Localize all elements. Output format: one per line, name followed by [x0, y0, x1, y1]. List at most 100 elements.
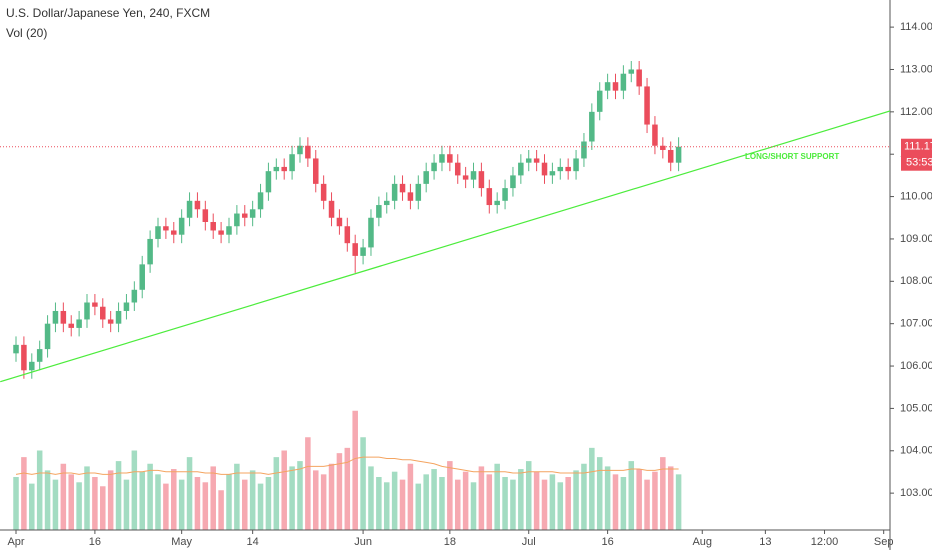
candle-body [115, 310, 122, 324]
volume-bar [21, 457, 27, 530]
volume-bar [92, 477, 98, 530]
candle-body [423, 171, 429, 184]
x-tick-label: Sep [874, 536, 894, 548]
candle-body [107, 319, 114, 324]
candle-body [439, 154, 445, 163]
volume-bar [147, 463, 153, 530]
volume-bar [226, 474, 232, 530]
y-tick-label: 106.000 [900, 360, 932, 372]
candle-body [242, 213, 248, 218]
volume-bar [297, 461, 303, 530]
volume-bar [218, 490, 224, 530]
x-tick-label: 16 [89, 536, 101, 548]
volume-bar [604, 466, 611, 530]
volume-bar [210, 466, 216, 530]
volume-bar [13, 477, 19, 530]
volume-bar [589, 447, 595, 530]
candle-body [628, 69, 635, 74]
candle-body [660, 145, 666, 150]
y-tick-label: 112.000 [900, 106, 932, 118]
volume-bar [352, 410, 358, 530]
y-tick-label: 105.000 [900, 402, 932, 414]
candle-body [620, 73, 627, 91]
candle-body [652, 124, 658, 146]
last-price-box [901, 138, 932, 171]
candle-body [210, 221, 216, 231]
volume-bar [628, 461, 635, 530]
chart-title: U.S. Dollar/Japanese Yen, 240, FXCM [6, 6, 210, 20]
volume-bar [234, 463, 240, 530]
volume-bar [123, 479, 130, 530]
volume-bar [612, 474, 619, 530]
y-tick-label: 109.000 [900, 233, 932, 245]
candle-body [399, 183, 406, 193]
candle-body [29, 361, 35, 371]
x-tick-label: Jul [522, 536, 536, 548]
candle-body [486, 188, 493, 206]
volume-bar [533, 471, 540, 530]
volume-bar [281, 450, 287, 530]
trendline [0, 110, 891, 383]
candle-body [675, 146, 682, 163]
volume-bar [415, 483, 422, 530]
candle-body [218, 230, 224, 235]
candle-body [454, 162, 461, 176]
candle-body [344, 226, 351, 244]
volume-bar [573, 470, 579, 530]
candle-body [407, 192, 414, 201]
y-tick-label: 110.000 [900, 190, 932, 202]
volume-bar [186, 457, 193, 530]
volume-bar [312, 470, 319, 530]
candle-body [391, 183, 398, 201]
candle-body [415, 183, 422, 201]
candle-body [194, 200, 201, 210]
candle-body [431, 162, 437, 172]
candle-body [368, 217, 374, 248]
volume-bar [667, 466, 674, 530]
volume-bar [68, 474, 74, 530]
volume-bar [202, 482, 209, 530]
candle-body [360, 247, 366, 256]
volume-bar [44, 470, 51, 530]
candle-body [470, 171, 477, 180]
volume-bar [171, 469, 177, 530]
candle-body [305, 145, 311, 159]
volume-bar [557, 482, 564, 530]
y-tick-label: 103.000 [900, 487, 932, 499]
candle-body [234, 213, 240, 227]
candle-body [462, 175, 469, 180]
volume-bar [115, 461, 122, 530]
candle-body [297, 145, 303, 155]
volume-bar [155, 474, 161, 530]
candle-body [525, 158, 532, 163]
trendline-label: LONG/SHORT SUPPORT [745, 152, 839, 161]
volume-bar [273, 457, 280, 530]
candle-body [147, 238, 153, 265]
candle-body [336, 217, 343, 227]
candle-body [612, 82, 619, 91]
volume-bar [320, 474, 327, 530]
volume-bar [494, 463, 500, 530]
candle-body [376, 205, 382, 218]
volume-bar [652, 471, 658, 530]
x-tick-label: Apr [7, 536, 24, 548]
volume-bar [502, 477, 508, 530]
volume-bar [242, 479, 248, 530]
candle-body [21, 344, 27, 371]
volume-bar [36, 450, 43, 530]
x-tick-label: Aug [692, 536, 712, 548]
candle-body [478, 171, 485, 189]
volume-bar [328, 463, 335, 530]
candle-body [178, 217, 185, 235]
candle-body [494, 200, 500, 206]
volume-bar [675, 474, 682, 530]
candle-body [510, 175, 516, 189]
candle-body [589, 111, 595, 142]
y-tick-label: 107.000 [900, 318, 932, 330]
volume-bar [431, 469, 437, 530]
volume-bar [486, 474, 493, 530]
volume-bar [644, 479, 650, 530]
volume-bar [257, 483, 264, 530]
